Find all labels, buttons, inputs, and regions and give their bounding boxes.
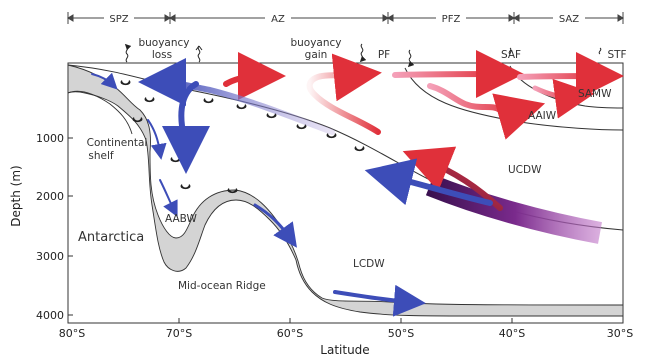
buoyancy-gain-label: buoyancy gain	[290, 37, 341, 61]
zone-label-az: AZ	[271, 14, 285, 25]
label-ucdw: UCDW	[508, 164, 542, 176]
samw-arrow	[532, 78, 595, 119]
zone-bar	[67, 12, 624, 24]
front-label-stf: STF	[607, 49, 626, 61]
label-aabw: AABW	[165, 213, 197, 225]
x-tick-70s: 70°S	[166, 327, 192, 340]
saz-surface-arrow	[517, 52, 624, 101]
front-label-saf: SAF	[501, 49, 521, 61]
seafloor-bottom-water	[67, 64, 624, 317]
y-axis-label: Depth (m)	[9, 165, 23, 226]
southward-return-arrow	[138, 58, 335, 135]
zone-label-spz: SPZ	[109, 14, 128, 25]
lcdw-bottom-arrow	[333, 284, 426, 317]
surface-flux-arrows	[124, 43, 602, 68]
label-antarctica: Antarctica	[78, 230, 144, 245]
front-label-pf: PF	[378, 49, 390, 61]
aabw-thin-arrow	[159, 179, 178, 218]
x-tick-60s: 60°S	[277, 327, 303, 340]
slope-thin-arrow-a	[91, 72, 118, 90]
y-axis	[68, 137, 73, 316]
x-axis-label: Latitude	[320, 343, 369, 357]
pfz-surface-arrow	[392, 50, 524, 99]
zone-label-pfz: PFZ	[442, 14, 461, 25]
x-axis	[67, 318, 624, 323]
ucdw-upwelling-arrow	[402, 146, 503, 211]
lower-cell-flows	[91, 58, 493, 317]
slope-thin-arrow-b	[147, 119, 167, 160]
upper-cell-flows	[223, 50, 624, 211]
shelf-sinking-arrow	[161, 81, 210, 174]
label-mid-ocean-ridge: Mid-ocean Ridge	[178, 280, 266, 292]
y-tick-2000: 2000	[36, 190, 64, 203]
x-tick-80s: 80°S	[59, 327, 85, 340]
label-continental-shelf: Continental shelf	[87, 137, 148, 162]
buoyancy-loss-label: buoyancy loss	[138, 37, 189, 61]
x-tick-30s: 30°S	[607, 327, 633, 340]
ridge-flow-arrow	[253, 203, 297, 248]
label-lcdw: LCDW	[353, 258, 385, 270]
label-aaiw: AAIW	[528, 110, 557, 122]
surface-northward-arrow-a	[223, 52, 286, 101]
surface-upwelling-arrow	[306, 53, 382, 135]
label-samw: SAMW	[578, 88, 612, 100]
aaiw-arrow	[427, 83, 546, 140]
x-tick-40s: 40°S	[499, 327, 525, 340]
x-tick-50s: 50°S	[388, 327, 414, 340]
y-tick-1000: 1000	[36, 132, 64, 145]
antarctica-slope-outline	[67, 90, 133, 135]
ucdw-southward-arrow	[364, 158, 493, 206]
zone-label-saz: SAZ	[559, 14, 579, 25]
y-tick-3000: 3000	[36, 250, 64, 263]
y-tick-4000: 4000	[36, 309, 64, 322]
